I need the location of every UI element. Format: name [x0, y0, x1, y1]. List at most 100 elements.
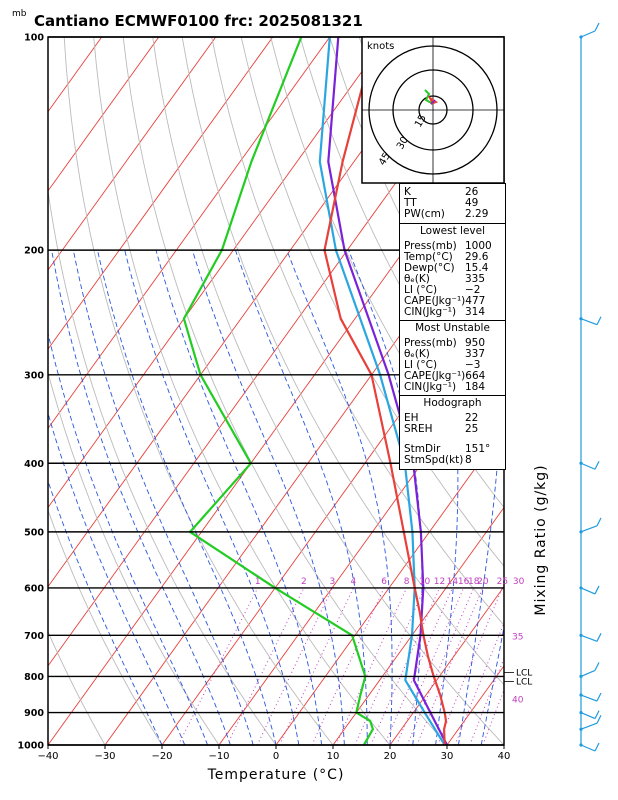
- pressure-tick-label: 400: [24, 459, 44, 470]
- lowest-index-row: CIN(Jkg⁻¹) 314: [404, 307, 501, 318]
- dry-adiabat-line: [270, 37, 504, 509]
- unstable-index-value: 950: [465, 337, 486, 349]
- lcl-label: LCL: [516, 677, 532, 687]
- general-index-value: 2.29: [465, 208, 489, 220]
- unstable-index-row: θₑ(K) 337: [404, 349, 501, 360]
- temperature-tick-label: 30: [441, 751, 454, 762]
- unstable-index-value: 184: [465, 381, 486, 393]
- wind-barbs: [579, 22, 602, 752]
- wind-barb: [580, 712, 596, 720]
- mixing-ratio-label: 14: [447, 577, 459, 587]
- pressure-tick-label: 800: [24, 672, 44, 683]
- mixing-ratio-label: 8: [404, 577, 410, 587]
- wind-barb: [580, 525, 598, 533]
- lowest-index-label: CAPE(Jkg⁻¹): [404, 295, 466, 307]
- lowest-index-row: Temp(°C) 29.6: [404, 252, 501, 263]
- general-index-row: K 26: [404, 187, 501, 198]
- mixing-ratio-line: [335, 587, 408, 745]
- unstable-index-label: CAPE(Jkg⁻¹): [404, 370, 466, 382]
- hodo-index-row: EH 22: [404, 413, 501, 424]
- isotherm-line: [48, 37, 388, 509]
- storm-index-value: 151°: [465, 443, 491, 455]
- wind-barb-feather: [596, 517, 602, 527]
- storm-index-label: StmSpd(kt): [404, 454, 464, 466]
- moist-adiabat-line: [97, 250, 277, 745]
- pressure-tick-label: 900: [24, 708, 44, 719]
- mixing-ratio-line: [311, 587, 385, 745]
- wind-barb: [580, 30, 596, 38]
- lowest-index-row: Press(mb) 1000: [404, 241, 501, 252]
- lowest-index-row: θₑ(K) 335: [404, 274, 501, 285]
- lowest-index-value: 314: [465, 306, 486, 318]
- hodograph-trace-red: [427, 95, 439, 105]
- dry-adiabat-line: [507, 37, 618, 745]
- pressure-tick-label: 100: [24, 33, 44, 44]
- lowest-index-value: −2: [465, 284, 481, 296]
- lowest-index-label: Temp(°C): [404, 251, 453, 263]
- indices-general: K 26 TT 49 PW(cm) 2.29: [400, 184, 505, 224]
- general-index-value: 49: [465, 197, 479, 209]
- dry-adiabat-line: [48, 509, 163, 745]
- lowest-index-row: CAPE(Jkg⁻¹) 477: [404, 296, 501, 307]
- moist-adiabat-line: [51, 250, 231, 745]
- general-index-label: TT: [404, 197, 417, 209]
- hodograph-ring-30: [392, 69, 474, 151]
- pressure-tick-label: 1000: [18, 741, 45, 752]
- unstable-index-row: CIN(Jkg⁻¹) 184: [404, 382, 501, 393]
- isotherm-line: [275, 427, 504, 745]
- lowest-index-value: 29.6: [465, 251, 489, 263]
- hodograph-storm-motion: [430, 99, 436, 105]
- unstable-index-value: 337: [465, 348, 486, 360]
- mixing-ratio-label: 16: [458, 577, 470, 587]
- moist-adiabat-line: [155, 249, 323, 745]
- isotherm-line: [48, 37, 217, 271]
- mixing-ratio-line: [354, 587, 426, 745]
- mixing-ratio-line: [256, 587, 333, 745]
- mixing-ratio-line: [226, 587, 305, 745]
- wind-barb-feather: [594, 585, 600, 595]
- storm-index-row: StmDir 151°: [404, 444, 501, 455]
- mixing-ratio-label: 1: [255, 577, 261, 587]
- hodograph-ring-15: [418, 95, 448, 125]
- storm-index-label: StmDir: [404, 443, 441, 455]
- lowest-index-label: Dewp(°C): [404, 262, 455, 274]
- wind-barb: [580, 462, 596, 470]
- lowest-index-value: 335: [465, 273, 486, 285]
- lowest-index-label: θₑ(K): [404, 273, 430, 285]
- hodograph-ring-45: [368, 45, 498, 175]
- pressure-unit-label: mb: [12, 9, 27, 19]
- hodograph-unit: knots: [367, 41, 394, 52]
- unstable-title: Most Unstable: [415, 322, 490, 334]
- mixing-ratio-label: 12: [434, 577, 445, 587]
- isotherm-line: [48, 37, 331, 430]
- moist-adiabat-line: [48, 411, 186, 745]
- mixing-ratio-label: 10: [419, 577, 431, 587]
- lowest-title: Lowest level: [419, 225, 486, 237]
- unstable-index-label: Press(mb): [404, 337, 457, 349]
- hodo-index-label: EH: [404, 412, 419, 424]
- isotherm-line: [332, 506, 504, 745]
- mixing-ratio-label: 18: [468, 577, 480, 587]
- mixing-ratio-label: 2: [301, 577, 307, 587]
- dry-adiabat-line: [93, 37, 391, 745]
- hodograph-trace-green: [424, 89, 434, 105]
- pressure-tick-label: 700: [24, 631, 44, 642]
- mixing-ratio-line: [437, 587, 503, 745]
- isotherm-line: [48, 37, 160, 192]
- pressure-tick-label: 200: [24, 246, 44, 257]
- mixing-ratio-label: 25: [497, 577, 508, 587]
- lcl-label: LCL: [516, 668, 532, 678]
- dry-adiabat-line: [211, 37, 504, 626]
- general-index-row: PW(cm) 2.29: [404, 209, 501, 220]
- temperature-tick-label: 10: [327, 751, 340, 762]
- temperature-tick-label: −10: [208, 751, 229, 762]
- unstable-index-label: θₑ(K): [404, 348, 430, 360]
- wind-barb: [580, 318, 598, 326]
- temperature-tick-label: 20: [384, 751, 397, 762]
- dry-adiabat-line: [181, 37, 504, 686]
- pressure-tick-label: 500: [24, 527, 44, 538]
- wind-barb-feather: [594, 710, 600, 719]
- chart-title: Cantiano ECMWF0100 frc: 2025081321: [34, 12, 363, 30]
- lowest-index-value: 1000: [465, 240, 492, 252]
